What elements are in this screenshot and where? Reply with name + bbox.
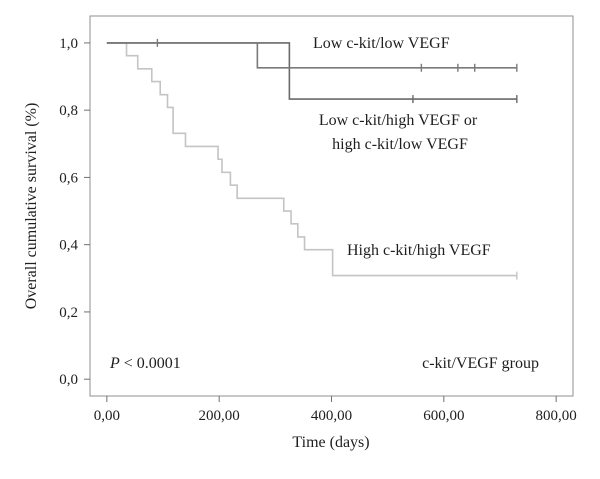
y-axis: 0,0 0,2 0,4 0,6 0,8 1,0: [59, 36, 90, 388]
series-1: [107, 43, 517, 103]
series-label-mixed-line-1: Low c-kit/high VEGF or: [319, 112, 478, 129]
survival-chart: 0,00 200,00 400,00 600,00 800,00 0,0 0,2 0,4 0,…: [0, 0, 600, 479]
series-label-low-low: Low c-kit/low VEGF: [313, 35, 450, 52]
y-tick-label-5: 1,0: [59, 36, 78, 52]
series-0-line: [107, 43, 517, 68]
p-value-symbol: P: [109, 355, 120, 372]
y-tick-label-3: 0,6: [59, 170, 78, 186]
series-label-mixed-line-2: high c-kit/low VEGF: [332, 136, 468, 153]
x-tick-label-2: 400,00: [311, 408, 352, 424]
x-tick-label-3: 600,00: [423, 408, 464, 424]
y-tick-label-1: 0,2: [59, 305, 78, 321]
series-label-mixed: Low c-kit/high VEGF or high c-kit/low VE…: [319, 112, 481, 153]
y-tick-label-2: 0,4: [59, 238, 78, 254]
series-2-line: [107, 43, 517, 276]
x-tick-label-0: 0,00: [94, 408, 120, 424]
series-0: [107, 39, 517, 72]
x-tick-label-4: 800,00: [536, 408, 577, 424]
x-tick-label-1: 200,00: [199, 408, 240, 424]
y-axis-title: Overall cumulative survival (%): [23, 103, 40, 310]
series-1-line: [107, 43, 517, 99]
series-label-high-high-line-1: High c-kit/high VEGF: [347, 242, 491, 259]
p-value-text: < 0.0001: [120, 355, 181, 372]
x-axis-title: Time (days): [292, 434, 369, 451]
p-value-annotation: P < 0.0001: [109, 355, 181, 372]
plot-frame: [90, 16, 573, 396]
survival-chart-svg: 0,00 200,00 400,00 600,00 800,00 0,00,20,40,…: [0, 0, 600, 479]
y-tick-label-4: 0,8: [59, 103, 78, 119]
series-label-high-high: High c-kit/high VEGF: [347, 242, 491, 259]
x-axis: 0,00 200,00 400,00 600,00 800,00: [94, 396, 577, 424]
group-label: c-kit/VEGF group: [422, 355, 539, 372]
series-label-low-low-line-1: Low c-kit/low VEGF: [313, 35, 450, 52]
y-tick-label-0: 0,0: [59, 372, 78, 388]
